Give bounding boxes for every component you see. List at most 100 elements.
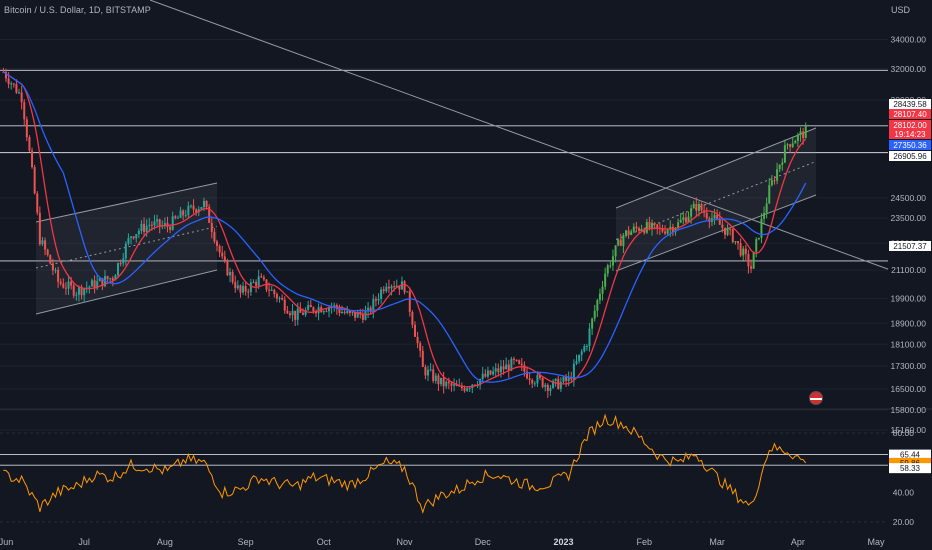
candle-body	[270, 289, 273, 291]
candle-body	[617, 239, 620, 246]
osc-tag-bg	[889, 449, 931, 460]
candle-body	[484, 373, 487, 377]
candle-body	[398, 285, 401, 290]
candle-body	[716, 214, 719, 219]
candle-body	[755, 239, 758, 252]
channel-summer-lower	[35, 269, 218, 315]
candle-body	[804, 125, 807, 139]
candle-body	[796, 134, 799, 142]
x-tick-label: Oct	[317, 537, 332, 547]
candle-body	[156, 219, 159, 222]
candle-body	[62, 283, 65, 288]
candle-body	[541, 377, 544, 387]
candle-body	[179, 210, 182, 218]
candle-body	[328, 307, 331, 312]
y-tick-label: 23500.00	[891, 213, 927, 223]
candle-body	[296, 308, 299, 320]
candle-body	[325, 311, 328, 313]
candle-body	[10, 83, 13, 85]
candle-body	[309, 305, 312, 308]
candle-body	[244, 286, 247, 292]
candle-body	[307, 305, 310, 310]
candle-body	[789, 144, 792, 147]
candle-body	[413, 324, 416, 337]
candle-body	[700, 203, 703, 211]
candle-body	[544, 384, 547, 387]
candle-body	[393, 286, 396, 288]
candle-body	[257, 276, 260, 286]
price-tag: 27350.36	[893, 141, 927, 150]
price-tag-bg	[889, 151, 931, 161]
channel-spring-lower	[615, 194, 817, 272]
candles-layer	[2, 67, 807, 398]
candle-body	[791, 143, 794, 147]
candle-body	[453, 384, 456, 386]
candle-body	[382, 289, 385, 292]
candle-body	[562, 376, 565, 382]
channel-spring-upper	[615, 127, 817, 209]
candle-body	[88, 286, 91, 288]
candle-body	[531, 379, 534, 384]
candle-body	[200, 207, 203, 210]
candle-body	[249, 282, 252, 293]
candle-body	[614, 245, 617, 257]
price-tag-bg	[889, 120, 931, 130]
candle-body	[15, 84, 18, 93]
candle-body	[627, 230, 630, 235]
candle-body	[695, 203, 698, 211]
candle-body	[635, 226, 638, 229]
candle-body	[778, 164, 781, 170]
candle-body	[486, 370, 489, 377]
x-tick-label: Sep	[238, 537, 254, 547]
candle-body	[479, 378, 482, 386]
candle-body	[117, 263, 120, 276]
candle-body	[23, 102, 26, 120]
candle-body	[189, 205, 192, 207]
candle-body	[174, 216, 177, 218]
candle-body	[18, 92, 21, 94]
candle-body	[286, 310, 289, 314]
candle-body	[12, 83, 15, 85]
candle-body	[25, 119, 28, 138]
candle-body	[447, 381, 450, 384]
candle-body	[536, 375, 539, 384]
candle-body	[301, 312, 304, 315]
candle-body	[67, 281, 70, 289]
candle-body	[729, 228, 732, 230]
candle-body	[192, 205, 195, 210]
channel-spring-fill	[616, 128, 816, 271]
candle-body	[93, 280, 96, 289]
candle-body	[596, 300, 599, 311]
candle-body	[377, 299, 380, 301]
osc-tag: 65.44	[900, 451, 921, 460]
candle-body	[669, 226, 672, 230]
candle-body	[533, 383, 536, 385]
candle-body	[145, 225, 148, 232]
candle-body	[208, 206, 211, 223]
price-tag-bg	[889, 109, 931, 119]
candle-body	[7, 78, 10, 84]
candle-body	[588, 328, 591, 347]
candle-body	[213, 232, 216, 242]
candle-body	[440, 377, 443, 385]
price-tag: 19:14:23	[894, 130, 926, 139]
candle-body	[591, 318, 594, 329]
candle-body	[463, 388, 466, 391]
x-tick-label: Jul	[78, 537, 90, 547]
price-tag: 26905.96	[893, 152, 927, 161]
candle-body	[645, 222, 648, 233]
candle-body	[255, 282, 258, 286]
candle-body	[651, 222, 654, 229]
candle-body	[682, 217, 685, 220]
candle-body	[281, 297, 284, 300]
candle-body	[98, 278, 101, 282]
candle-body	[109, 278, 112, 280]
candle-body	[734, 241, 737, 243]
channel-summer-upper	[35, 182, 218, 223]
flag-icon[interactable]	[809, 391, 823, 405]
candle-body	[765, 203, 768, 213]
candle-body	[291, 310, 294, 316]
candle-body	[692, 203, 695, 209]
